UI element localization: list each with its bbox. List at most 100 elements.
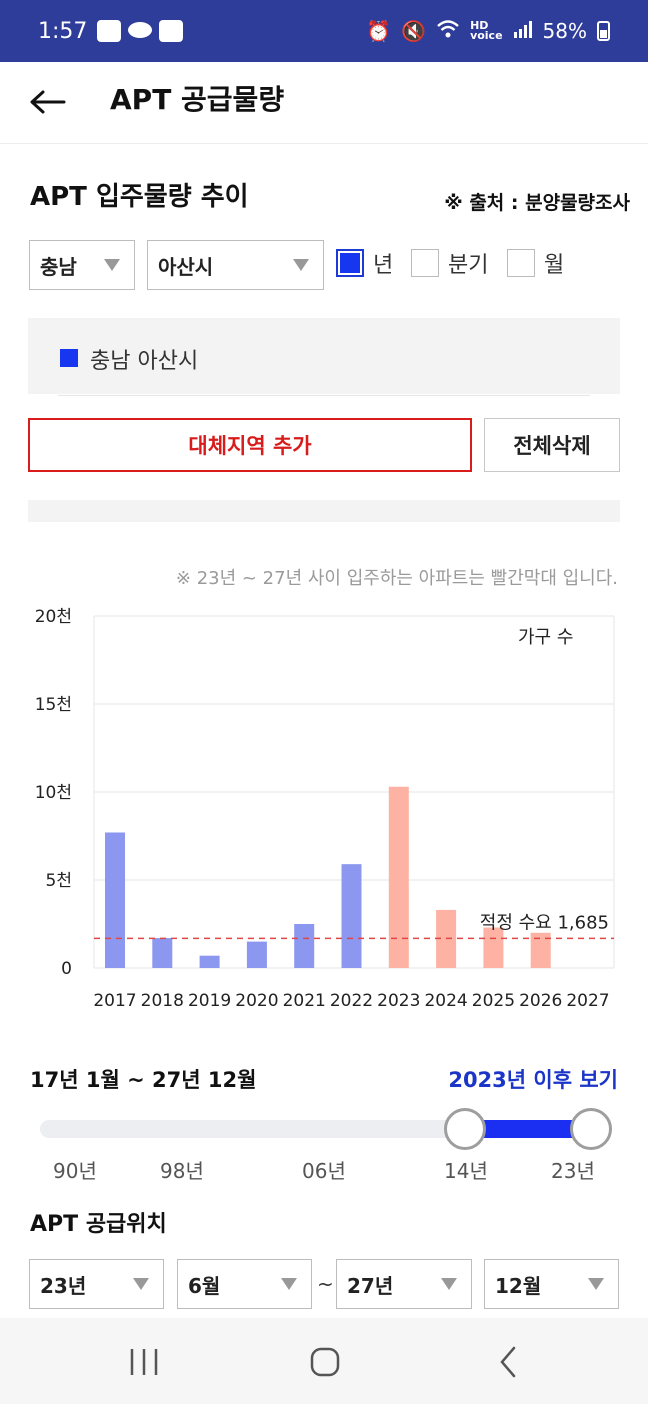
- from-month-value: 6월: [188, 1273, 221, 1298]
- chevron-down-icon: [281, 1278, 297, 1290]
- x-tick-label: 2027: [566, 991, 609, 1011]
- bar-2023[interactable]: [388, 786, 409, 968]
- signal-bars-icon: [513, 19, 533, 43]
- checkbox-icon: [507, 249, 535, 277]
- period-month-label: 월: [544, 253, 565, 278]
- from-year-value: 23년: [40, 1273, 87, 1298]
- clear-all-button[interactable]: 전체삭제: [484, 418, 620, 472]
- x-axis-ticks: 2017 2018 2019 2020 2021 2022 2023 2024 2025 2026…: [93, 991, 609, 1011]
- to-month-select[interactable]: 12월: [484, 1259, 619, 1309]
- legend-divider: [58, 320, 590, 396]
- period-month-checkbox[interactable]: 월: [507, 247, 564, 279]
- checkbox-checked-icon: [336, 249, 364, 277]
- legend-swatch: [60, 349, 78, 367]
- x-tick-label: 2022: [330, 991, 373, 1011]
- x-tick-label: 2025: [472, 991, 515, 1011]
- checkbox-icon: [411, 249, 439, 277]
- x-tick-label: 2020: [235, 991, 278, 1011]
- status-left-icons: b ✈: [97, 20, 184, 42]
- alarm-icon: ⏰: [366, 19, 392, 43]
- chevron-down-icon: [588, 1278, 604, 1290]
- range-separator: ~: [317, 1272, 334, 1296]
- battery-icon: [597, 21, 610, 41]
- bar-2018[interactable]: [152, 938, 173, 968]
- back-nav-icon[interactable]: [488, 1346, 528, 1378]
- mute-icon: 🔇: [401, 19, 427, 43]
- home-icon[interactable]: [305, 1346, 345, 1378]
- to-month-value: 12월: [495, 1273, 542, 1298]
- x-tick-label: 2026: [519, 991, 562, 1011]
- y-tick-label: 10천: [35, 783, 72, 803]
- from-year-select[interactable]: 23년: [29, 1259, 164, 1309]
- bar-2021[interactable]: [294, 924, 315, 968]
- chat-icon: [127, 20, 153, 42]
- back-arrow-icon: [30, 90, 66, 114]
- range-slider-end-handle[interactable]: [570, 1108, 612, 1150]
- y-tick-label: 15천: [35, 695, 72, 715]
- page-title: APT 공급물량: [110, 83, 285, 116]
- system-nav-bar: [0, 1318, 648, 1404]
- region-select-value: 충남: [40, 254, 77, 279]
- range-slider-start-handle[interactable]: [444, 1108, 486, 1150]
- bar-2019[interactable]: [199, 955, 220, 968]
- signal-app-icon: ✈: [159, 20, 184, 42]
- blog-icon: b: [97, 20, 122, 42]
- view-after-2023-link[interactable]: 2023년 이후 보기: [448, 1068, 618, 1092]
- period-year-checkbox[interactable]: 년: [336, 247, 393, 279]
- y-tick-label: 0: [61, 959, 72, 979]
- to-year-value: 27년: [347, 1273, 394, 1298]
- chevron-down-icon: [133, 1278, 149, 1290]
- chevron-down-icon: [293, 259, 309, 271]
- chevron-down-icon: [104, 259, 120, 271]
- period-quarter-label: 분기: [448, 253, 489, 278]
- unit-label: 가구 수: [518, 627, 573, 648]
- status-right-icons: ⏰ 🔇 HD voice 58%: [366, 19, 610, 44]
- city-select-value: 아산시: [158, 254, 214, 279]
- bar-2022[interactable]: [341, 864, 362, 968]
- source-note: ※ 출처 : 분양물량조사: [444, 192, 630, 214]
- bar-2025[interactable]: [483, 927, 504, 968]
- x-tick-label: 2017: [93, 991, 136, 1011]
- divider-strip: [28, 500, 620, 522]
- legend-area: [28, 318, 620, 394]
- range-tick: 14년: [444, 1159, 488, 1183]
- legend-label: 충남 아산시: [90, 349, 199, 374]
- range-tick: 23년: [551, 1159, 595, 1183]
- chevron-down-icon: [441, 1278, 457, 1290]
- status-time: 1:57: [38, 18, 88, 44]
- add-region-button[interactable]: 대체지역 추가: [28, 418, 472, 472]
- wifi-icon: [436, 19, 460, 44]
- x-tick-label: 2023: [377, 991, 420, 1011]
- period-quarter-checkbox[interactable]: 분기: [411, 247, 488, 279]
- section-title: APT 입주물량 추이: [30, 182, 249, 212]
- x-tick-label: 2018: [141, 991, 184, 1011]
- back-button[interactable]: [26, 80, 70, 124]
- to-year-select[interactable]: 27년: [336, 1259, 472, 1309]
- range-tick: 90년: [53, 1159, 97, 1183]
- range-tick: 06년: [302, 1159, 346, 1183]
- bar-2017[interactable]: [105, 832, 125, 968]
- demand-reference-label: 적정 수요 1,685: [480, 912, 609, 933]
- region-select[interactable]: 충남: [29, 240, 135, 290]
- x-tick-label: 2019: [188, 991, 231, 1011]
- chart-note: ※ 23년 ~ 27년 사이 입주하는 아파트는 빨간막대 입니다.: [175, 568, 618, 589]
- supply-location-title: APT 공급위치: [30, 1212, 167, 1237]
- from-month-select[interactable]: 6월: [177, 1259, 312, 1309]
- x-tick-label: 2024: [424, 991, 467, 1011]
- status-bar: 1:57 b ✈ ⏰ 🔇 HD voice 58%: [0, 0, 648, 62]
- city-select[interactable]: 아산시: [147, 240, 324, 290]
- chart-bars: [105, 786, 551, 968]
- bar-2020[interactable]: [246, 941, 267, 968]
- range-tick: 98년: [160, 1159, 204, 1183]
- bar-2026[interactable]: [530, 932, 551, 968]
- hd-voice-icon: HD voice: [470, 19, 503, 42]
- period-year-label: 년: [373, 253, 394, 278]
- chart-grid: [93, 615, 615, 969]
- x-tick-label: 2021: [283, 991, 326, 1011]
- recent-apps-icon[interactable]: [124, 1346, 164, 1378]
- battery-percent: 58%: [542, 19, 587, 43]
- range-slider-fill: [465, 1120, 591, 1138]
- y-tick-label: 5천: [46, 871, 72, 891]
- y-tick-label: 20천: [35, 607, 72, 627]
